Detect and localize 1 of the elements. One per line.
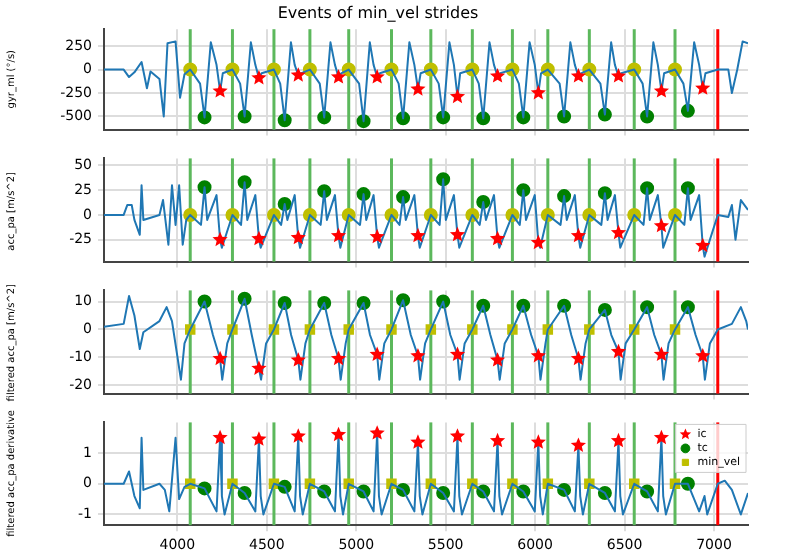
chart-title: Events of min_vel strides <box>277 3 479 22</box>
